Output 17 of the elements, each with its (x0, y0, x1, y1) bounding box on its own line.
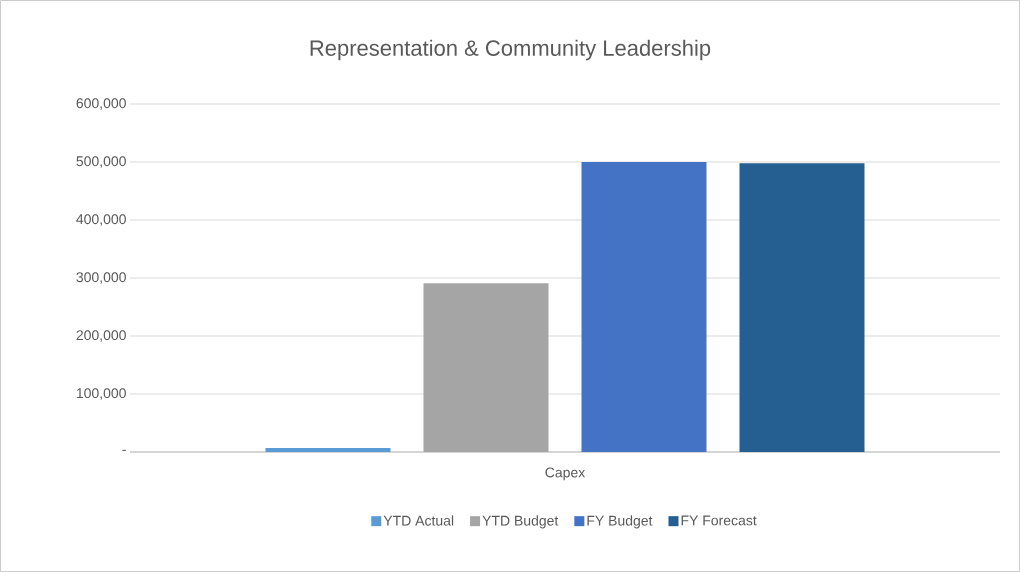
y-tick-label: - (122, 449, 126, 451)
legend-label: FY Forecast (681, 515, 757, 526)
legend-label: YTD Actual (383, 515, 454, 526)
y-tick-label: 300,000 (76, 272, 126, 284)
bar (581, 162, 707, 452)
bar (423, 283, 549, 452)
bar (739, 163, 865, 452)
chart-title: Representation & Community Leadership (310, 39, 711, 61)
y-tick-label: 600,000 (76, 98, 126, 110)
y-tick-label: 500,000 (76, 156, 126, 168)
legend-label: FY Budget (587, 515, 653, 529)
bar (265, 447, 391, 452)
y-tick-label: 200,000 (76, 330, 126, 342)
x-tick-label: Capex (545, 467, 586, 481)
y-tick-label: 100,000 (76, 388, 126, 400)
legend-label: YTD Budget (482, 515, 559, 529)
y-tick-label: 400,000 (76, 214, 126, 226)
